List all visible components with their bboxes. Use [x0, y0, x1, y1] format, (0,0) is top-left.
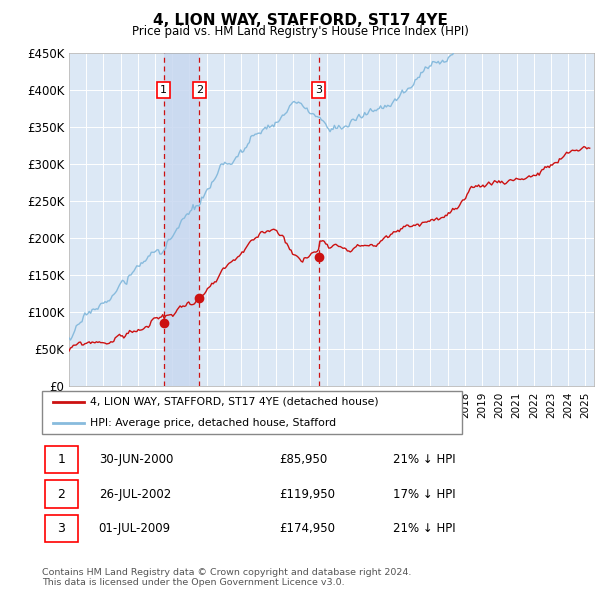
FancyBboxPatch shape — [45, 446, 78, 473]
Text: 21% ↓ HPI: 21% ↓ HPI — [393, 522, 455, 535]
Text: 30-JUN-2000: 30-JUN-2000 — [98, 453, 173, 466]
FancyBboxPatch shape — [45, 480, 78, 508]
Text: HPI: Average price, detached house, Stafford: HPI: Average price, detached house, Staf… — [91, 418, 337, 428]
Text: 17% ↓ HPI: 17% ↓ HPI — [393, 487, 455, 500]
Text: 21% ↓ HPI: 21% ↓ HPI — [393, 453, 455, 466]
Bar — [164, 53, 199, 386]
Text: 4, LION WAY, STAFFORD, ST17 4YE: 4, LION WAY, STAFFORD, ST17 4YE — [152, 13, 448, 28]
Text: 2: 2 — [58, 487, 65, 500]
FancyBboxPatch shape — [45, 515, 78, 542]
Text: 01-JUL-2009: 01-JUL-2009 — [98, 522, 171, 535]
FancyBboxPatch shape — [42, 391, 462, 434]
Text: 26-JUL-2002: 26-JUL-2002 — [98, 487, 171, 500]
Text: 4, LION WAY, STAFFORD, ST17 4YE (detached house): 4, LION WAY, STAFFORD, ST17 4YE (detache… — [91, 397, 379, 407]
Text: 3: 3 — [58, 522, 65, 535]
Text: 3: 3 — [315, 85, 322, 95]
Text: Price paid vs. HM Land Registry's House Price Index (HPI): Price paid vs. HM Land Registry's House … — [131, 25, 469, 38]
Text: £174,950: £174,950 — [280, 522, 335, 535]
Text: £85,950: £85,950 — [280, 453, 328, 466]
Text: 1: 1 — [160, 85, 167, 95]
Text: £119,950: £119,950 — [280, 487, 335, 500]
Text: 2: 2 — [196, 85, 203, 95]
Text: Contains HM Land Registry data © Crown copyright and database right 2024.
This d: Contains HM Land Registry data © Crown c… — [42, 568, 412, 587]
Text: 1: 1 — [58, 453, 65, 466]
